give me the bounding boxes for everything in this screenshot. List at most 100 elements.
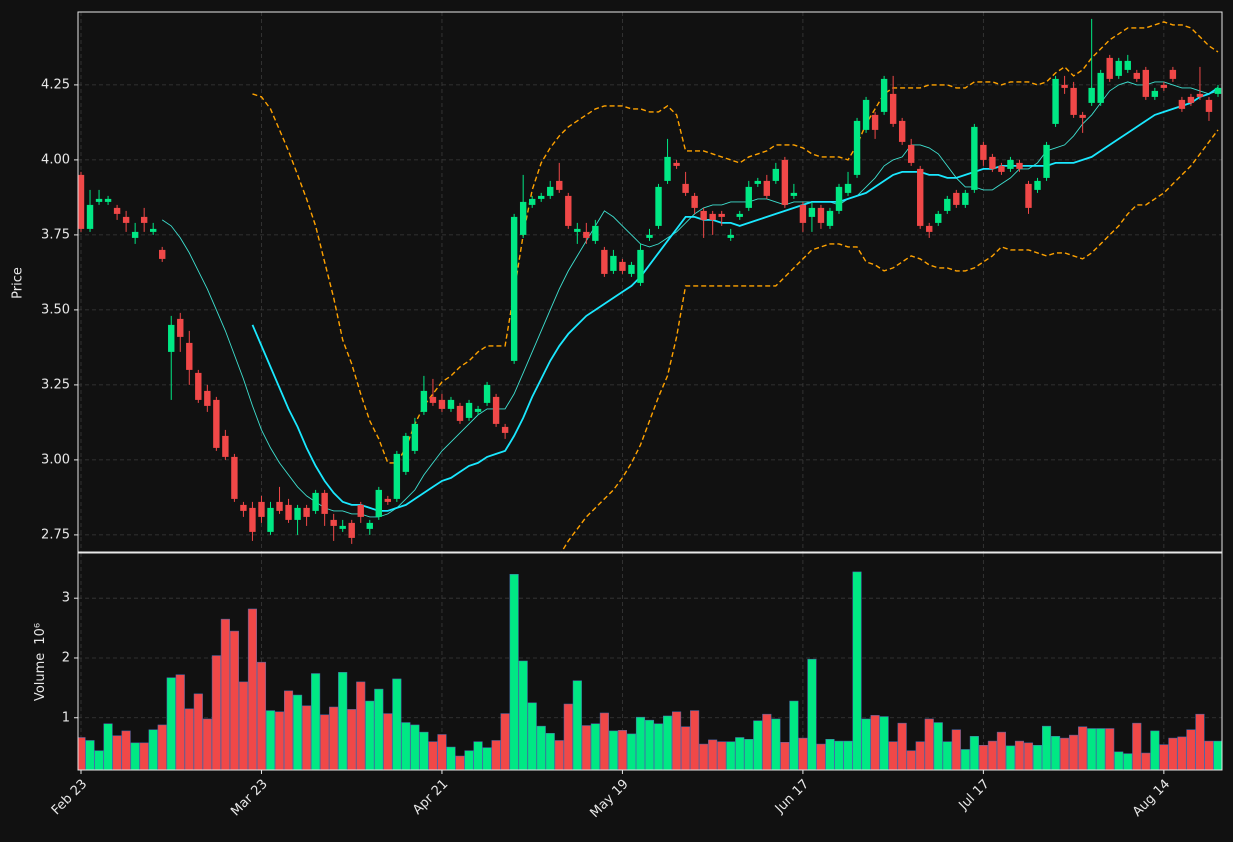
volume-bar: [987, 740, 997, 770]
volume-bar: [924, 718, 934, 770]
volume-bar: [265, 710, 276, 770]
volume-bar: [464, 750, 474, 770]
y-tick-label: 3.50: [41, 302, 70, 317]
volume-bar: [1078, 726, 1088, 770]
volume-bar: [85, 740, 95, 770]
volume-bar: [383, 713, 393, 770]
volume-bar: [220, 618, 230, 770]
volume-bar: [771, 718, 781, 770]
volume-bar: [1123, 753, 1133, 770]
volume-bar: [653, 723, 664, 770]
volume-bar: [410, 724, 420, 770]
candle-body: [826, 210, 834, 226]
candle-body: [375, 489, 382, 517]
candle-body: [249, 507, 256, 532]
candle-body: [880, 78, 888, 112]
candle-body: [835, 186, 843, 211]
volume-bar: [293, 694, 303, 770]
candle-body: [159, 249, 166, 259]
volume-bar: [437, 734, 447, 770]
volume-bar: [753, 720, 763, 770]
candle-body: [258, 501, 265, 517]
candle-body: [1133, 72, 1140, 79]
candle-body: [971, 126, 978, 190]
volume-bar: [1096, 728, 1106, 770]
overlay-line: [252, 21, 1219, 464]
candle-body: [601, 249, 608, 274]
candle-body: [1178, 99, 1186, 109]
overlay-line: [560, 129, 1219, 552]
volume-bar: [662, 715, 673, 770]
candle-body: [231, 456, 238, 499]
volume-bar: [599, 712, 609, 770]
candle-body: [149, 228, 157, 232]
volume-bar: [175, 674, 185, 770]
volume-bar: [446, 746, 456, 770]
candle-body: [898, 120, 906, 142]
candle-body: [682, 183, 689, 193]
candle-body: [1124, 60, 1131, 70]
candle-body: [86, 204, 94, 229]
candle-body: [1070, 87, 1077, 115]
volume-panel-frame: [77, 552, 1223, 771]
candle-body: [510, 216, 518, 361]
volume-bar: [455, 755, 465, 770]
volume-bar: [942, 741, 952, 770]
volume-bar: [94, 750, 104, 770]
volume-bar: [699, 743, 709, 770]
y-tick-label: 2: [62, 650, 70, 665]
volume-bar: [681, 726, 691, 770]
volume-bar: [780, 742, 790, 770]
volume-bar: [157, 724, 167, 770]
candle-body: [944, 198, 951, 211]
volume-bar: [139, 742, 149, 770]
overlay-line: [161, 81, 1219, 518]
candle-body: [1214, 87, 1222, 94]
candle-body: [285, 504, 292, 520]
candle-body: [998, 165, 1005, 172]
candle-body: [1043, 144, 1050, 178]
candle-body: [592, 225, 599, 241]
candle-body: [907, 144, 915, 163]
volume-bar: [843, 740, 853, 770]
volume-bar: [897, 722, 907, 770]
candle-body: [962, 192, 969, 205]
volume-bar: [933, 722, 943, 770]
volume-bar: [1069, 734, 1079, 770]
candle-body: [1160, 84, 1168, 88]
candle-body: [862, 99, 870, 130]
volume-bar: [374, 688, 384, 770]
candle-body: [213, 399, 220, 448]
candle-body: [538, 195, 545, 199]
candle-body: [357, 504, 364, 517]
candle-body: [402, 435, 410, 472]
volume-bar: [1177, 736, 1187, 770]
volume-bar: [960, 749, 970, 770]
volume-bar: [617, 730, 627, 770]
candle-body: [664, 156, 671, 181]
y-tick-label: 4.00: [41, 152, 70, 167]
candle-body: [583, 231, 590, 238]
candle-body: [384, 498, 392, 502]
candle-body: [1025, 183, 1032, 208]
volume-bar: [672, 711, 682, 770]
volume-axis-label: Volume 10⁶: [33, 623, 48, 701]
volume-bar: [563, 703, 573, 770]
candle-body: [366, 522, 373, 529]
candle-body: [556, 180, 563, 190]
volume-bar: [311, 673, 321, 770]
volume-bar: [807, 658, 817, 770]
candle-body: [727, 234, 734, 238]
volume-bar: [491, 740, 501, 770]
volume-unit: 10⁶: [33, 623, 48, 645]
candle-body: [1187, 96, 1195, 103]
candle-body: [483, 384, 491, 403]
candle-body: [799, 204, 807, 223]
volume-bar: [861, 718, 871, 770]
y-tick-label: 3: [62, 591, 70, 606]
candle-body: [519, 201, 527, 235]
candle-body: [1079, 114, 1086, 118]
volume-bar: [329, 706, 339, 770]
candle-body: [303, 507, 310, 517]
